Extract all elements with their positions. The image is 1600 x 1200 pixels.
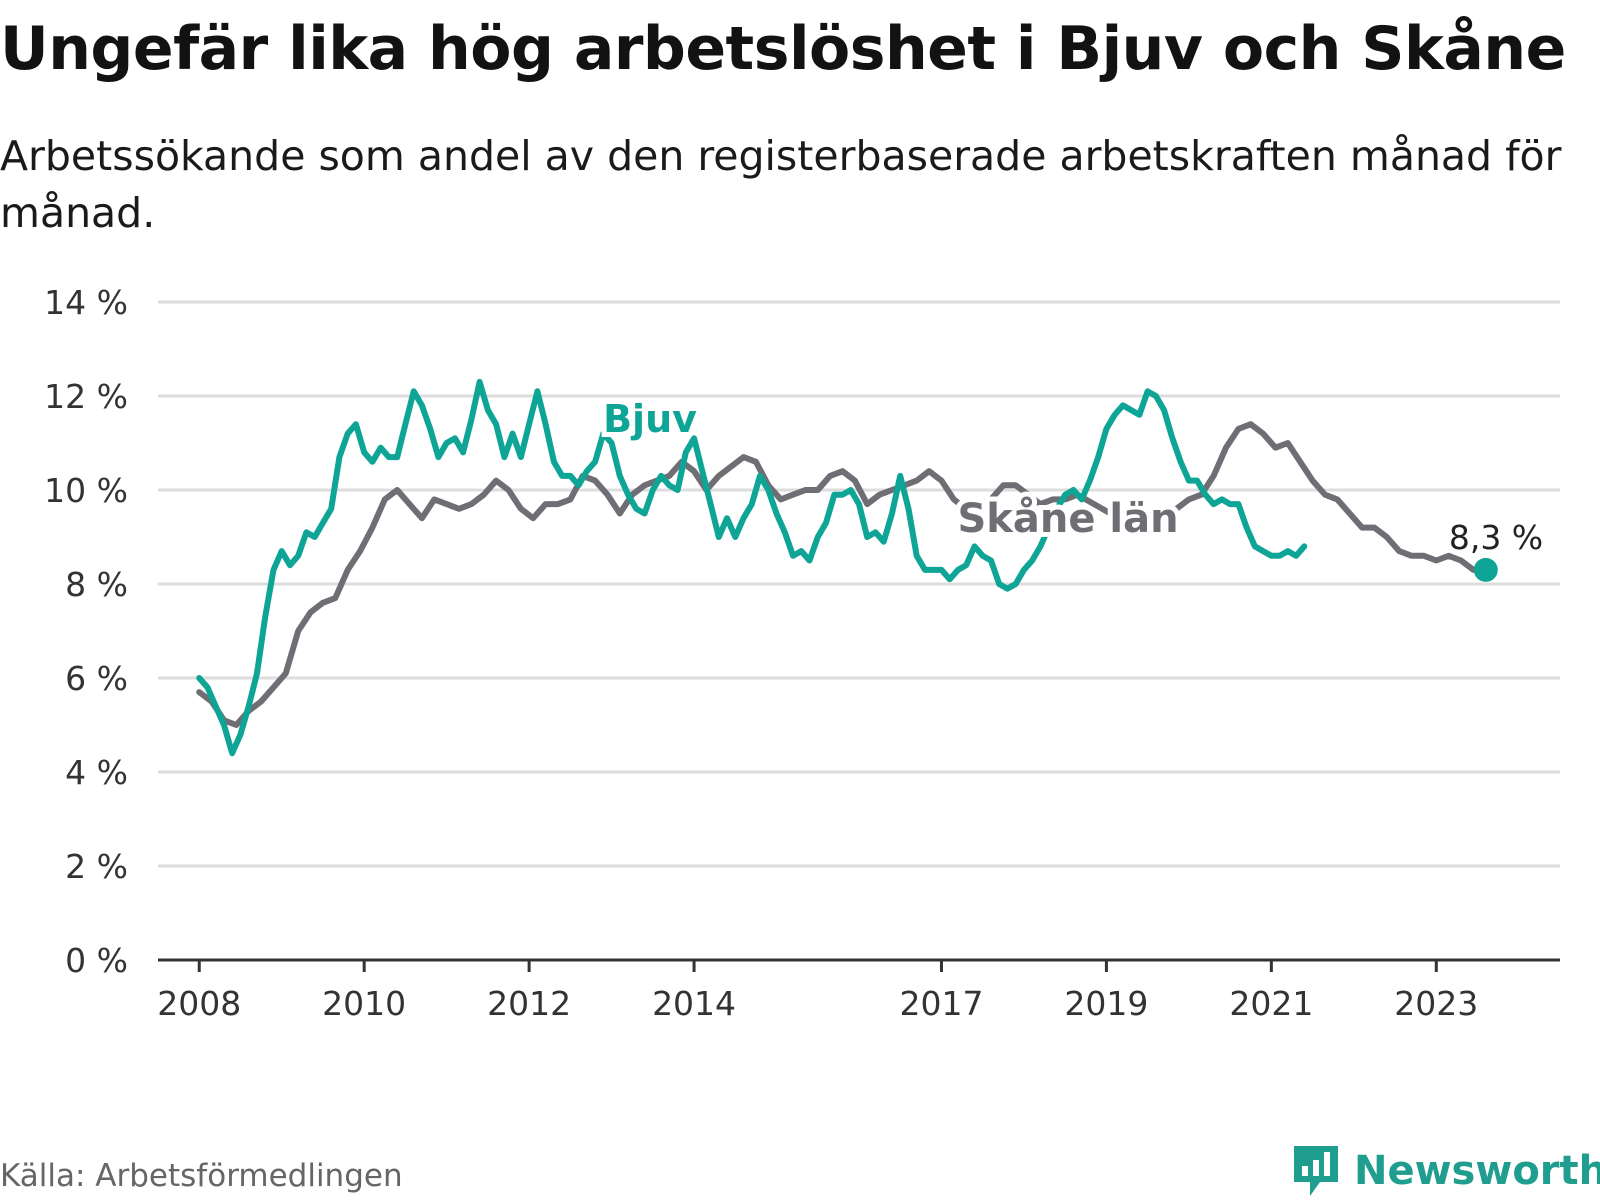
y-tick-label: 8 % — [65, 565, 128, 604]
x-tick-label: 2017 — [899, 984, 983, 1023]
series-line-skane — [196, 421, 1489, 728]
series-labels: Bjuv Skåne län 8,3 % — [598, 392, 1547, 561]
source-note: Källa: Arbetsförmedlingen — [0, 1158, 403, 1194]
newsworthy-logo-icon — [1294, 1146, 1338, 1196]
x-tick-label: 2010 — [322, 984, 406, 1023]
x-tick-label: 2019 — [1064, 984, 1148, 1023]
y-tick-label: 6 % — [65, 659, 128, 698]
x-tick-label: 2023 — [1394, 984, 1478, 1023]
brand-logo[interactable]: Newsworthy — [1290, 1142, 1600, 1200]
last-value-label: 8,3 % — [1449, 518, 1543, 557]
brand-name: Newsworthy — [1354, 1148, 1600, 1194]
bjuv-series-label: Bjuv — [603, 397, 697, 441]
y-tick-label: 14 % — [44, 283, 128, 322]
gridlines — [158, 300, 1560, 868]
last-value-marker — [1473, 557, 1498, 582]
x-tick-label: 2014 — [652, 984, 736, 1023]
chart-subtitle: Arbetssökande som andel av den registerb… — [0, 132, 1562, 237]
series-lines — [196, 378, 1498, 757]
skane-series-label: Skåne län — [957, 495, 1178, 542]
y-tick-label: 2 % — [65, 847, 128, 886]
x-axis-ticks: 2008 2010 2012 2014 2017 2019 2021 2023 — [157, 960, 1478, 1023]
x-tick-label: 2012 — [487, 984, 571, 1023]
y-tick-label: 12 % — [44, 377, 128, 416]
x-tick-label: 2008 — [157, 984, 241, 1023]
y-axis-ticks: 0 % 2 % 4 % 6 % 8 % 10 % 12 % 14 % — [44, 283, 128, 980]
y-tick-label: 4 % — [65, 753, 128, 792]
series-line-bjuv — [196, 378, 1308, 757]
x-tick-label: 2021 — [1229, 984, 1313, 1023]
y-tick-label: 10 % — [44, 471, 128, 510]
y-tick-label: 0 % — [65, 941, 128, 980]
chart-title: Ungefär lika hög arbetslöshet i Bjuv och… — [0, 14, 1566, 84]
